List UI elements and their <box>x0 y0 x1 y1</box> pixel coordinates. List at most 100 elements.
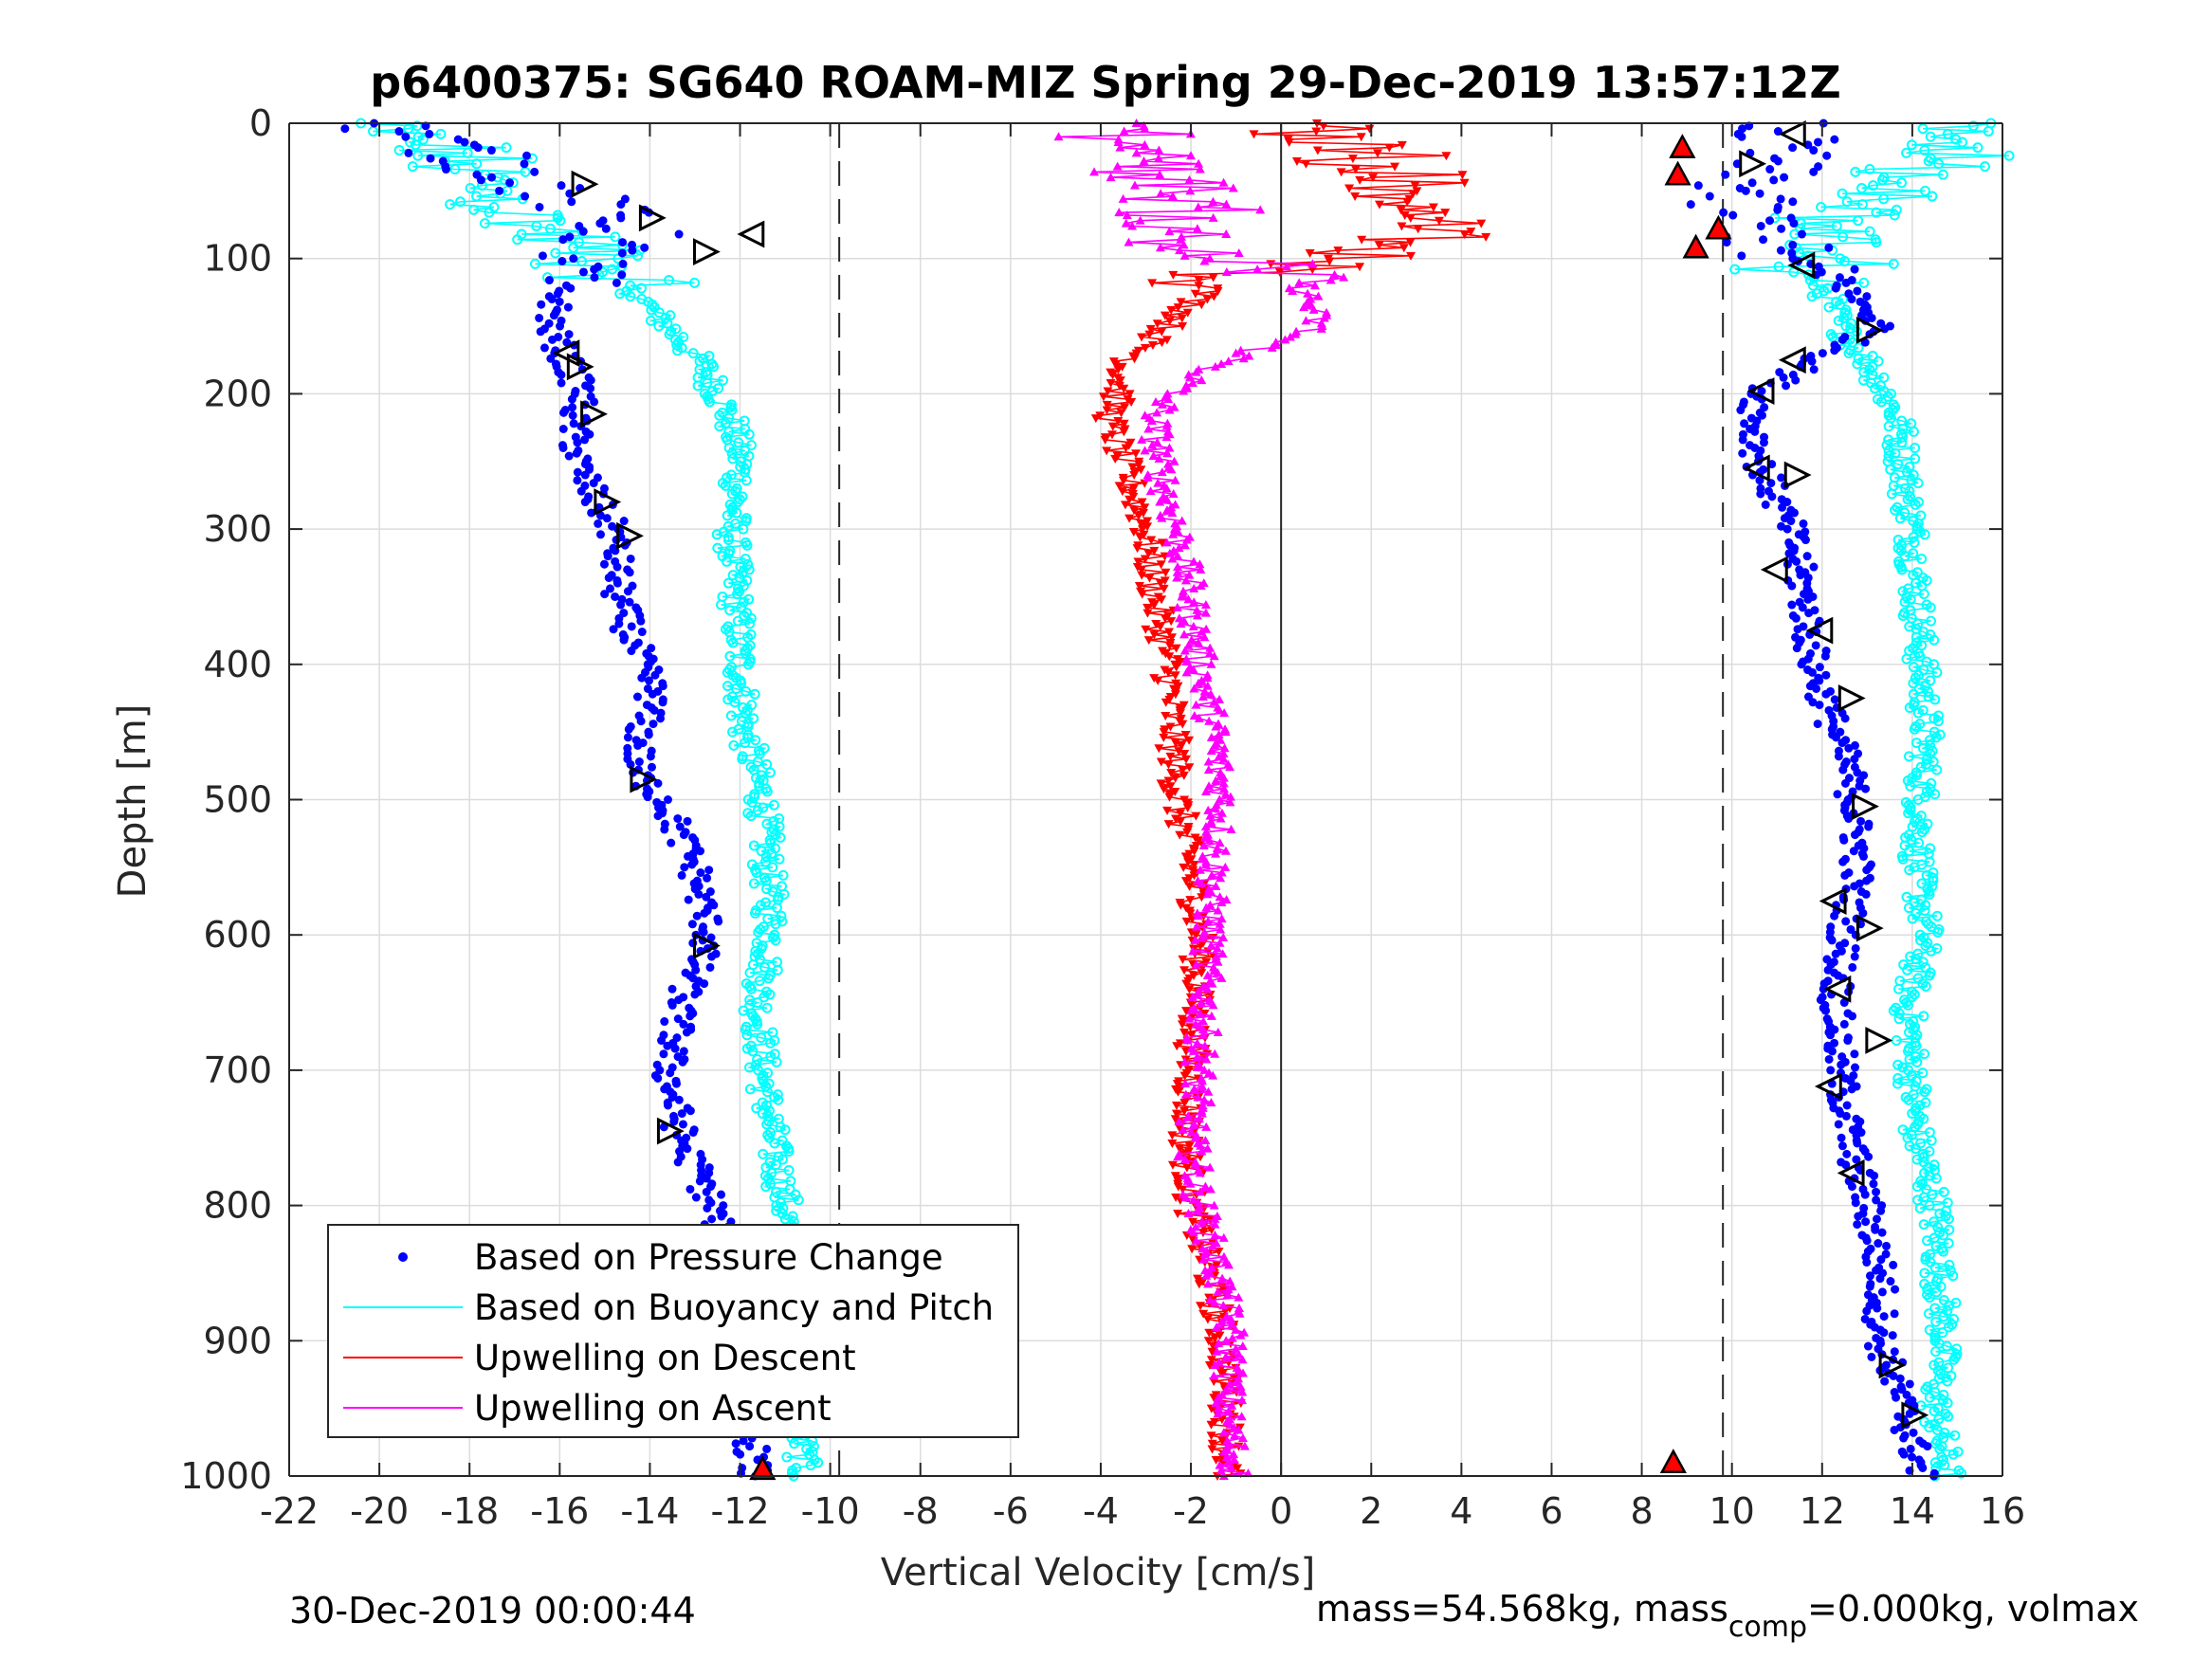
data-point <box>1930 1286 1942 1298</box>
data-point <box>1834 752 1843 761</box>
data-point <box>732 615 743 627</box>
data-point <box>767 862 778 873</box>
data-point <box>1906 986 1917 997</box>
data-point <box>1301 316 1311 325</box>
y-tick-label: 100 <box>203 238 272 280</box>
data-point <box>1176 901 1186 910</box>
data-point <box>1850 755 1859 764</box>
data-point <box>1186 1001 1197 1011</box>
data-point <box>663 1101 672 1110</box>
data-point <box>789 1438 800 1449</box>
data-point <box>673 1014 683 1024</box>
y-tick-label: 600 <box>203 914 272 956</box>
data-point <box>1408 190 1418 199</box>
data-point <box>647 299 658 310</box>
data-point <box>1909 1428 1918 1437</box>
data-point <box>1095 411 1106 421</box>
data-point <box>1938 1230 1949 1241</box>
data-point <box>783 1164 795 1176</box>
data-point <box>600 590 610 599</box>
data-point <box>739 1436 748 1446</box>
data-point <box>1921 869 1932 881</box>
data-point <box>495 186 504 195</box>
data-point <box>1200 1266 1211 1275</box>
right-triangle-marker <box>594 488 622 516</box>
data-point <box>1895 1374 1905 1383</box>
data-point <box>557 181 566 191</box>
data-point <box>605 584 614 593</box>
data-point <box>1166 617 1177 627</box>
data-point <box>1166 305 1177 315</box>
data-point <box>1835 273 1844 283</box>
data-point <box>1174 543 1184 553</box>
y-tick-label: 700 <box>203 1049 272 1091</box>
data-point <box>746 796 758 808</box>
data-point <box>703 873 712 883</box>
data-point <box>647 762 656 772</box>
data-point <box>1167 191 1178 201</box>
data-point <box>728 739 740 751</box>
data-point <box>1208 273 1218 283</box>
data-point <box>1879 1328 1889 1338</box>
data-point <box>669 1117 679 1126</box>
data-point <box>1153 154 1163 163</box>
data-point <box>1132 544 1143 554</box>
data-point <box>1907 913 1918 924</box>
data-point <box>660 825 669 834</box>
data-point <box>1177 741 1187 751</box>
data-point <box>1869 383 1880 394</box>
data-point <box>1213 968 1223 977</box>
data-point <box>530 167 539 176</box>
data-point <box>766 1167 777 1178</box>
data-point <box>1850 1063 1859 1072</box>
data-point <box>1121 218 1131 228</box>
data-point <box>1899 596 1910 608</box>
data-point <box>1112 161 1123 171</box>
data-point <box>405 137 416 148</box>
data-point <box>1897 431 1909 443</box>
data-point <box>1221 1384 1232 1394</box>
data-point <box>1903 902 1914 914</box>
legend-swatch <box>398 1252 408 1262</box>
data-point <box>1117 487 1127 497</box>
data-point <box>1329 269 1340 279</box>
data-point <box>704 866 714 875</box>
x-tick-label: -6 <box>993 1490 1029 1532</box>
data-point <box>1882 391 1893 402</box>
data-point <box>1924 970 1935 981</box>
data-point <box>1189 972 1199 981</box>
data-point <box>1140 446 1150 455</box>
right-triangle-marker <box>1865 1027 1893 1054</box>
data-point <box>1156 757 1166 767</box>
data-point <box>743 564 755 575</box>
data-point <box>770 935 781 946</box>
data-point <box>751 1103 762 1114</box>
data-point <box>1929 1303 1941 1314</box>
data-point <box>1883 421 1894 432</box>
data-point <box>616 600 626 610</box>
data-point <box>536 327 545 337</box>
data-point <box>1869 1179 1878 1189</box>
data-point <box>733 723 744 735</box>
data-point <box>1244 351 1254 360</box>
x-tick-label: 6 <box>1540 1490 1563 1532</box>
data-point <box>1164 227 1175 236</box>
data-point <box>1185 1178 1196 1188</box>
left-triangle-marker <box>552 339 580 368</box>
data-point <box>783 1146 795 1158</box>
data-point <box>625 597 634 607</box>
data-point <box>646 752 655 761</box>
data-point <box>1833 315 1844 326</box>
data-point <box>1220 1352 1231 1361</box>
data-point <box>1940 1211 1951 1222</box>
data-point <box>1195 865 1205 874</box>
data-point <box>1184 570 1195 579</box>
data-point <box>1864 226 1875 237</box>
data-point <box>1910 577 1922 589</box>
data-point <box>1193 1092 1203 1102</box>
data-point <box>1141 625 1151 634</box>
data-point <box>1217 1436 1228 1446</box>
data-point <box>1188 1228 1198 1237</box>
data-point <box>1871 207 1882 218</box>
legend-label: Based on Buoyancy and Pitch <box>474 1287 994 1328</box>
